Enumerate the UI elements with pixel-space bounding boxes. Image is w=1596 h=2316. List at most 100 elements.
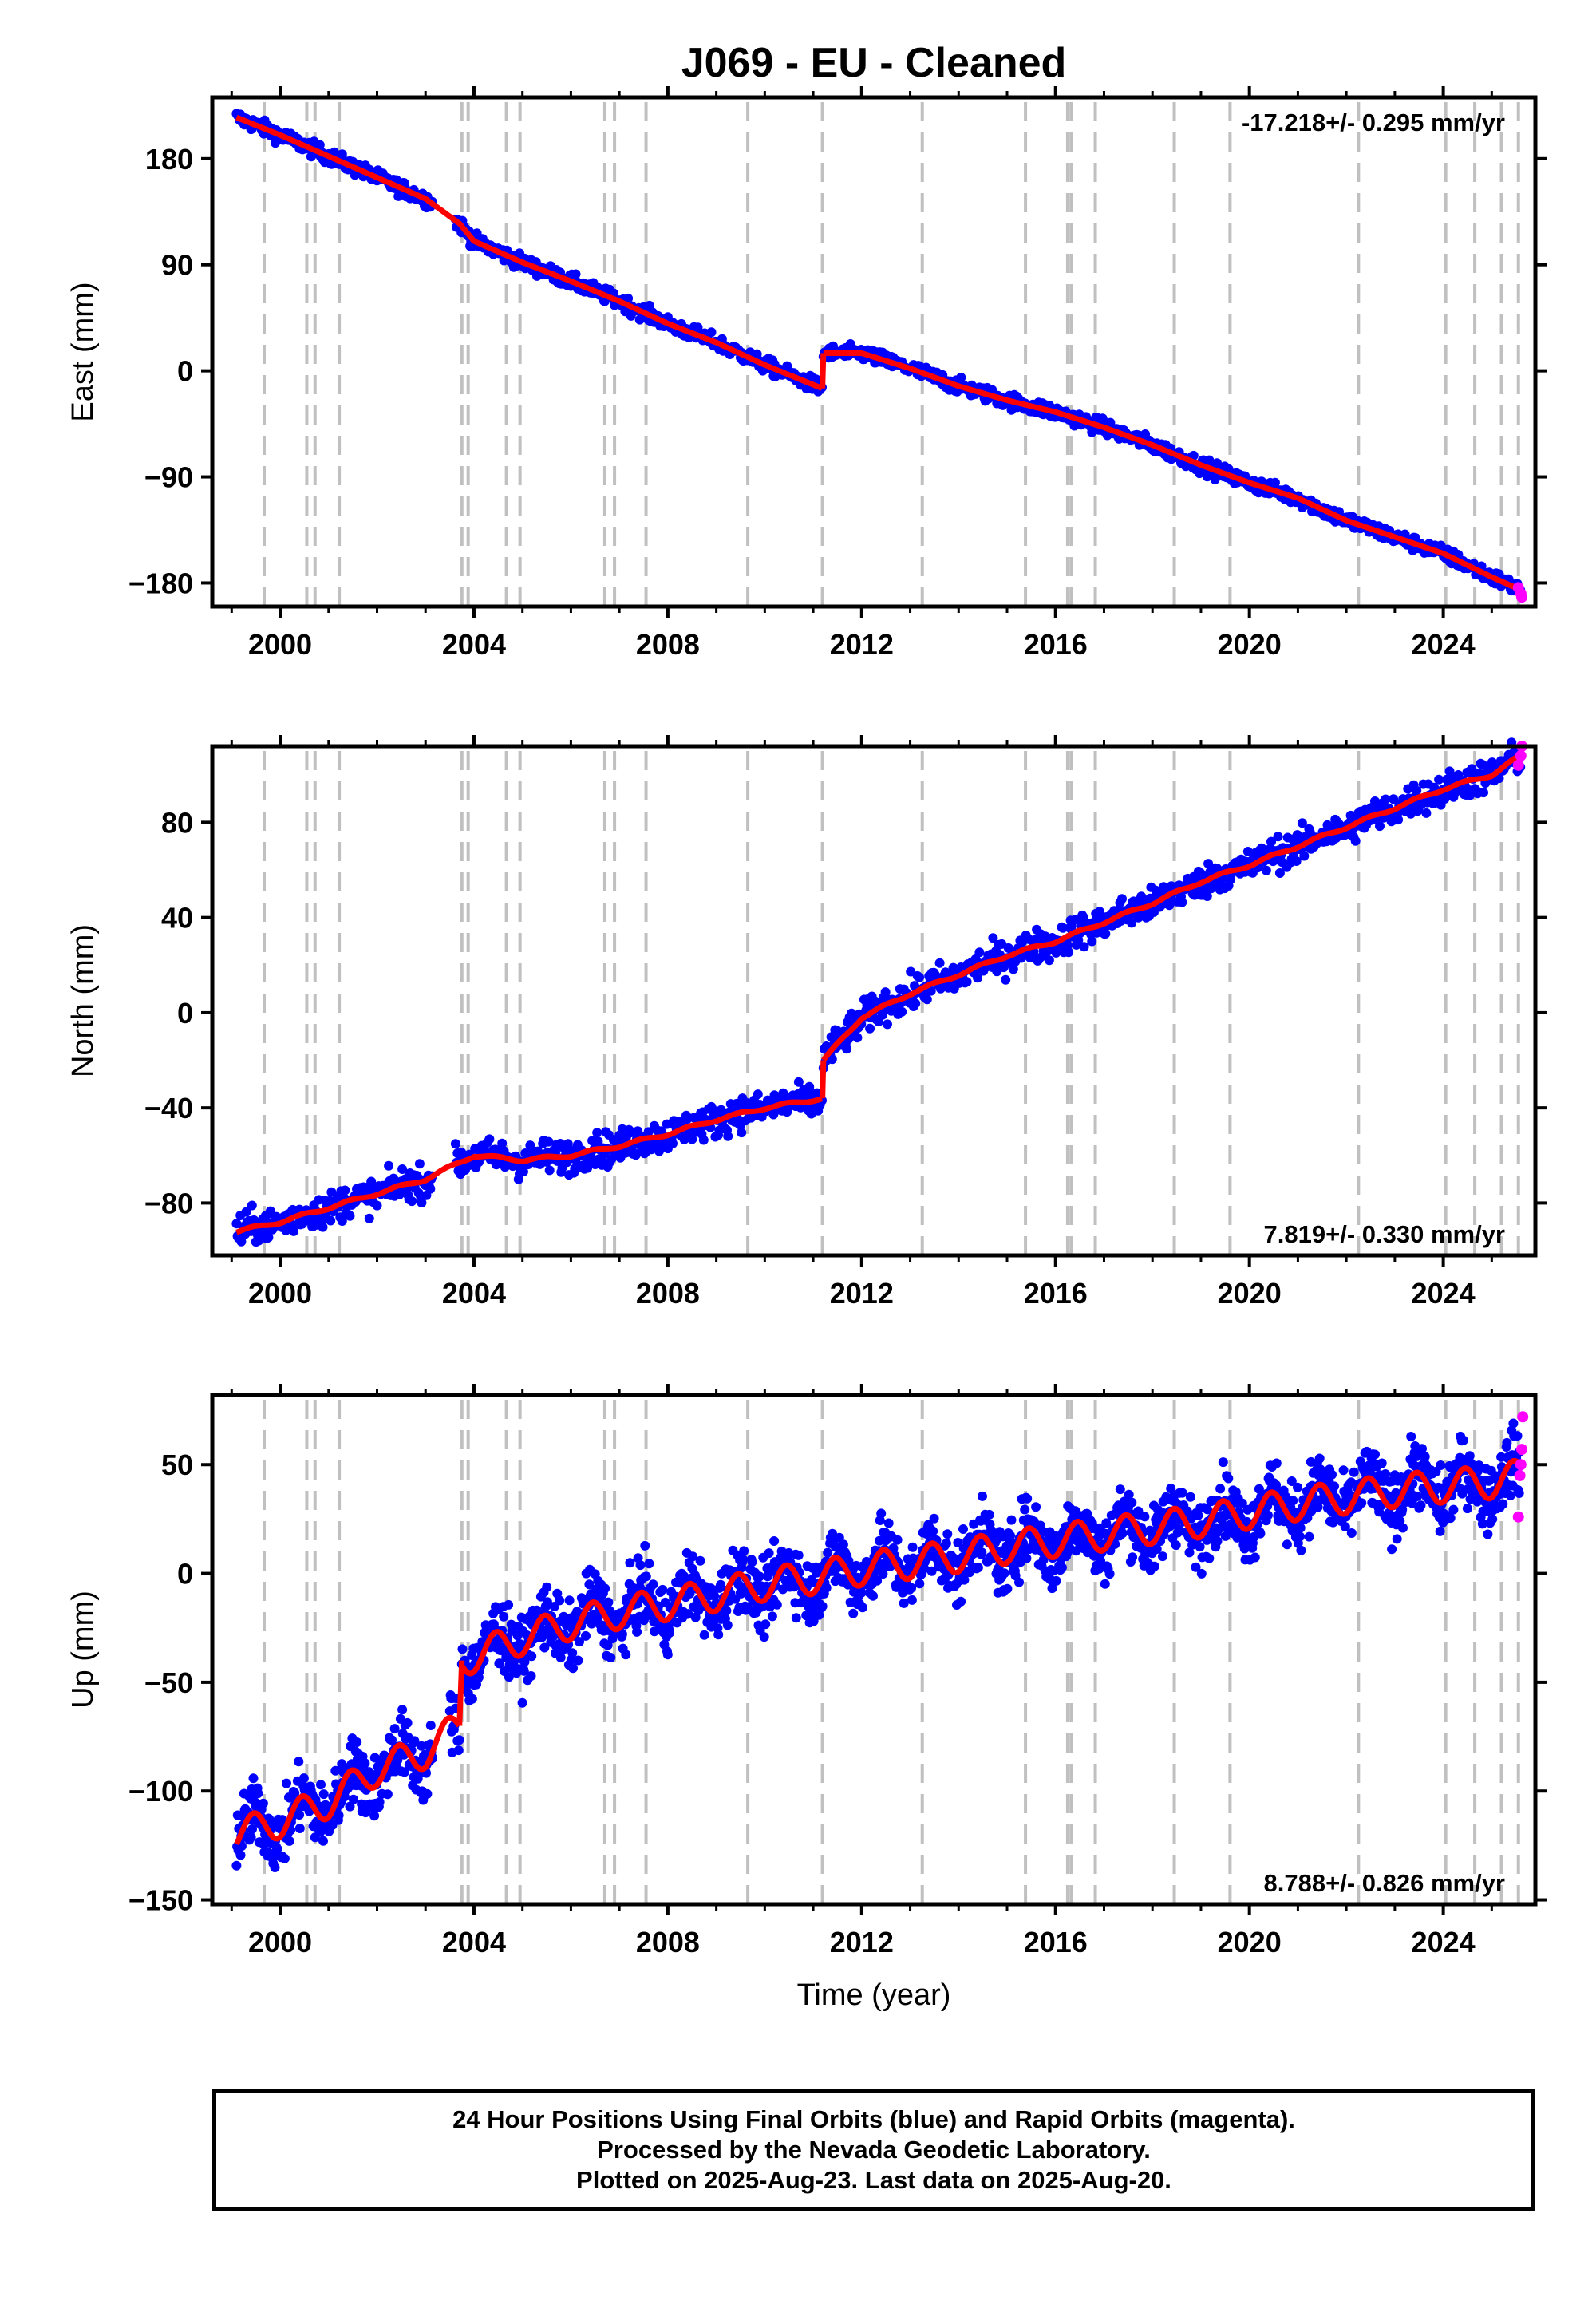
data-point — [318, 1222, 328, 1232]
data-point — [1104, 1569, 1115, 1579]
data-point — [593, 1136, 603, 1147]
data-point — [563, 1139, 573, 1149]
data-point — [236, 1236, 247, 1247]
offset-jump-line — [820, 1060, 827, 1099]
panel-north: 2000 2004 2008 2012 2016 2020 2024−80−4004080N… — [66, 735, 1547, 1310]
data-point — [1357, 1498, 1367, 1508]
data-point — [1044, 955, 1054, 966]
data-point — [1398, 1523, 1408, 1533]
data-point — [348, 1794, 358, 1804]
data-point — [450, 1139, 460, 1149]
data-point — [1215, 1484, 1226, 1494]
data-point — [1057, 1563, 1067, 1573]
x-tick-label: 2004 — [442, 628, 506, 661]
data-point — [721, 1606, 732, 1616]
data-point — [1149, 1561, 1159, 1571]
data-point — [747, 1557, 757, 1567]
data-point — [942, 1529, 953, 1539]
data-point — [1006, 1515, 1017, 1525]
data-point — [1448, 1504, 1459, 1515]
rapid-orbit-point — [1515, 591, 1527, 603]
data-point — [1412, 1491, 1423, 1501]
data-point — [1387, 1544, 1397, 1555]
data-point — [1185, 1492, 1195, 1502]
data-point — [934, 958, 945, 968]
y-tick-label: 40 — [161, 902, 193, 935]
data-point — [974, 947, 985, 958]
data-point — [737, 1554, 748, 1564]
velocity-annotation: 7.819+/- 0.330 mm/yr — [1264, 1220, 1505, 1248]
data-point — [425, 1721, 436, 1730]
data-point — [527, 1651, 537, 1662]
data-point — [1288, 1496, 1298, 1506]
data-point — [352, 1737, 362, 1747]
rapid-orbit-point — [1515, 749, 1527, 761]
data-point — [907, 1595, 917, 1605]
data-point — [1304, 1531, 1314, 1542]
data-point — [334, 1810, 344, 1820]
data-point — [407, 1196, 417, 1207]
panel-frame — [210, 95, 1538, 609]
data-point — [1255, 1528, 1266, 1539]
panel-up: 2000 2004 2008 2012 2016 2020 2024−150−100−500… — [66, 1384, 1547, 1958]
data-point — [883, 1019, 892, 1030]
velocity-annotation: -17.218+/- 0.295 mm/yr — [1242, 109, 1505, 136]
data-point — [977, 1547, 987, 1558]
y-axis-label: East (mm) — [66, 282, 100, 421]
data-point — [621, 1650, 631, 1660]
data-point — [772, 1599, 782, 1610]
data-point — [907, 1542, 918, 1552]
data-point — [1370, 1449, 1380, 1460]
data-point — [865, 1023, 875, 1034]
data-point — [883, 1518, 894, 1528]
data-point — [698, 1135, 709, 1145]
data-point — [973, 1563, 983, 1573]
data-point — [1014, 1577, 1024, 1587]
x-tick-label: 2008 — [636, 628, 700, 661]
data-point — [360, 1758, 370, 1769]
data-point — [606, 1653, 616, 1662]
data-point — [1212, 1536, 1223, 1547]
data-point — [848, 1608, 859, 1618]
data-point — [915, 1579, 925, 1589]
x-tick-label: 2024 — [1412, 1277, 1476, 1310]
data-point — [767, 1611, 777, 1622]
data-point — [1346, 1528, 1357, 1538]
data-point — [1295, 1531, 1305, 1542]
data-point — [270, 1863, 280, 1872]
data-point — [978, 1491, 987, 1501]
data-point — [374, 1797, 385, 1807]
data-point — [1158, 1551, 1167, 1562]
data-point — [298, 1773, 309, 1784]
data-point — [695, 1555, 705, 1566]
x-tick-label: 2012 — [830, 1277, 894, 1310]
data-point — [1436, 1460, 1446, 1470]
data-point — [907, 1583, 917, 1593]
data-point — [1261, 865, 1271, 875]
data-point — [517, 1697, 527, 1708]
data-point — [635, 1560, 646, 1571]
data-point — [929, 1513, 939, 1524]
data-point — [876, 1508, 887, 1519]
data-point — [397, 1705, 408, 1715]
y-tick-label: 90 — [161, 249, 193, 282]
model-fit-line — [821, 350, 1523, 593]
data-point — [1177, 1488, 1187, 1498]
data-point — [414, 1159, 425, 1169]
data-point — [643, 1127, 654, 1137]
data-point — [282, 1778, 291, 1788]
data-point — [857, 1603, 867, 1613]
data-point — [1204, 1553, 1215, 1563]
data-point — [1020, 1504, 1030, 1515]
data-point — [754, 1571, 764, 1582]
data-point — [603, 1597, 614, 1607]
data-point — [706, 327, 717, 338]
data-point — [1462, 1504, 1472, 1514]
data-point — [499, 1611, 509, 1622]
data-point — [1375, 821, 1385, 832]
data-point — [821, 1583, 832, 1593]
y-tick-label: −40 — [144, 1092, 193, 1124]
data-point — [753, 1089, 763, 1100]
data-point — [1271, 1458, 1282, 1468]
data-point — [583, 1163, 593, 1173]
